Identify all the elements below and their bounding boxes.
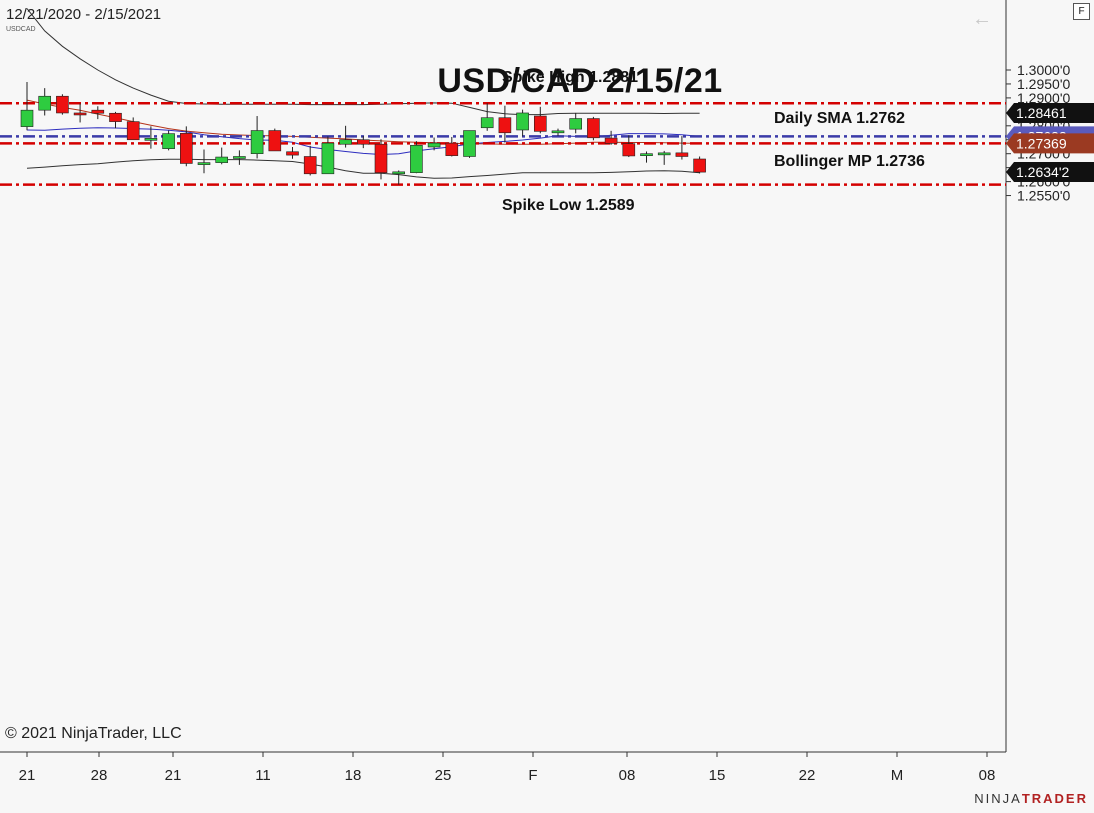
daily-sma-label: Daily SMA 1.2762 [774,110,906,128]
candle-body [675,152,689,157]
candle-body [73,112,87,116]
x-tick-label: 21 [19,767,36,784]
candle-body [604,137,618,144]
y-tick-label: 1.3000'0 [1017,62,1070,78]
candle-body [640,153,653,156]
candle-body [516,112,529,131]
candle-body [445,142,459,156]
candle-body [126,121,140,141]
candle-body [392,171,406,175]
bollinger-upper-line [26,8,700,116]
candle-body [533,115,547,132]
candle-body [233,156,246,159]
price-badge [1006,133,1094,154]
candle-body [463,130,476,157]
brand-ninja: NINJA [974,791,1022,806]
candle-body [286,151,299,156]
candle-body [250,130,264,154]
candle-body [587,118,600,139]
x-tick-label: 08 [979,767,996,784]
candle-body [109,112,122,122]
candle-body [268,130,282,152]
candle-body [356,139,370,145]
candle-body [410,145,423,173]
date-range-label: 12/21/2020 - 2/15/2021 [6,6,162,23]
chart-title: USD/CAD 2/15/21 [437,62,723,100]
candle-body [569,118,583,130]
x-tick-label: M [891,767,904,784]
price-badge-label: 1.27369 [1016,135,1067,151]
y-tick-label: 1.2950'0 [1017,76,1070,92]
price-badge [1006,162,1094,183]
candle-body [197,162,211,165]
candle-body [480,117,494,129]
x-tick-label: 25 [435,767,452,784]
x-tick-label: 08 [619,767,636,784]
candle-body [38,95,52,111]
x-tick-label: 21 [165,767,182,784]
candle-body [20,109,34,127]
ninjatrader-logo: NINJATRADER [974,791,1088,806]
symbol-label: USDCAD [6,26,36,33]
candle-body [374,143,388,173]
bollinger-lower-line [26,158,700,179]
brand-trader: TRADER [1021,791,1088,806]
x-tick-label: 15 [709,767,726,784]
spike-high-label: Spike High 1.2881 [502,69,639,87]
candle-body [91,109,105,114]
bollinger-mp-label: Bollinger MP 1.2736 [774,153,925,171]
candle-body [56,95,69,114]
candle-body [180,133,193,164]
x-tick-label: 11 [255,767,271,784]
candle-body [657,152,671,156]
candle-body [162,133,175,149]
candle-body [427,142,441,148]
price-badge-label: 1.28461 [1016,105,1067,121]
price-badge-label: 1.2634'2 [1016,164,1069,180]
f-button[interactable]: F [1073,3,1090,20]
candle-body [144,138,158,141]
candle-body [303,156,317,175]
candle-body [551,130,565,134]
candle-body [622,143,636,157]
copyright-text: © 2021 NinjaTrader, LLC [5,725,182,742]
spike-low-label: Spike Low 1.2589 [502,196,635,214]
candle-body [498,117,512,134]
x-tick-label: 22 [799,767,816,784]
y-tick-label: 1.2550'0 [1017,188,1070,204]
candle-body [321,142,335,175]
y-tick-label: 1.2900'0 [1017,90,1070,106]
x-tick-label: F [528,767,537,784]
x-tick-label: 18 [345,767,362,784]
back-arrow-icon[interactable]: ← [972,8,992,30]
candle-body [693,158,706,173]
candle-body [339,139,352,145]
x-tick-label: 28 [91,767,108,784]
candle-body [215,156,228,163]
price-badge [1006,102,1094,123]
